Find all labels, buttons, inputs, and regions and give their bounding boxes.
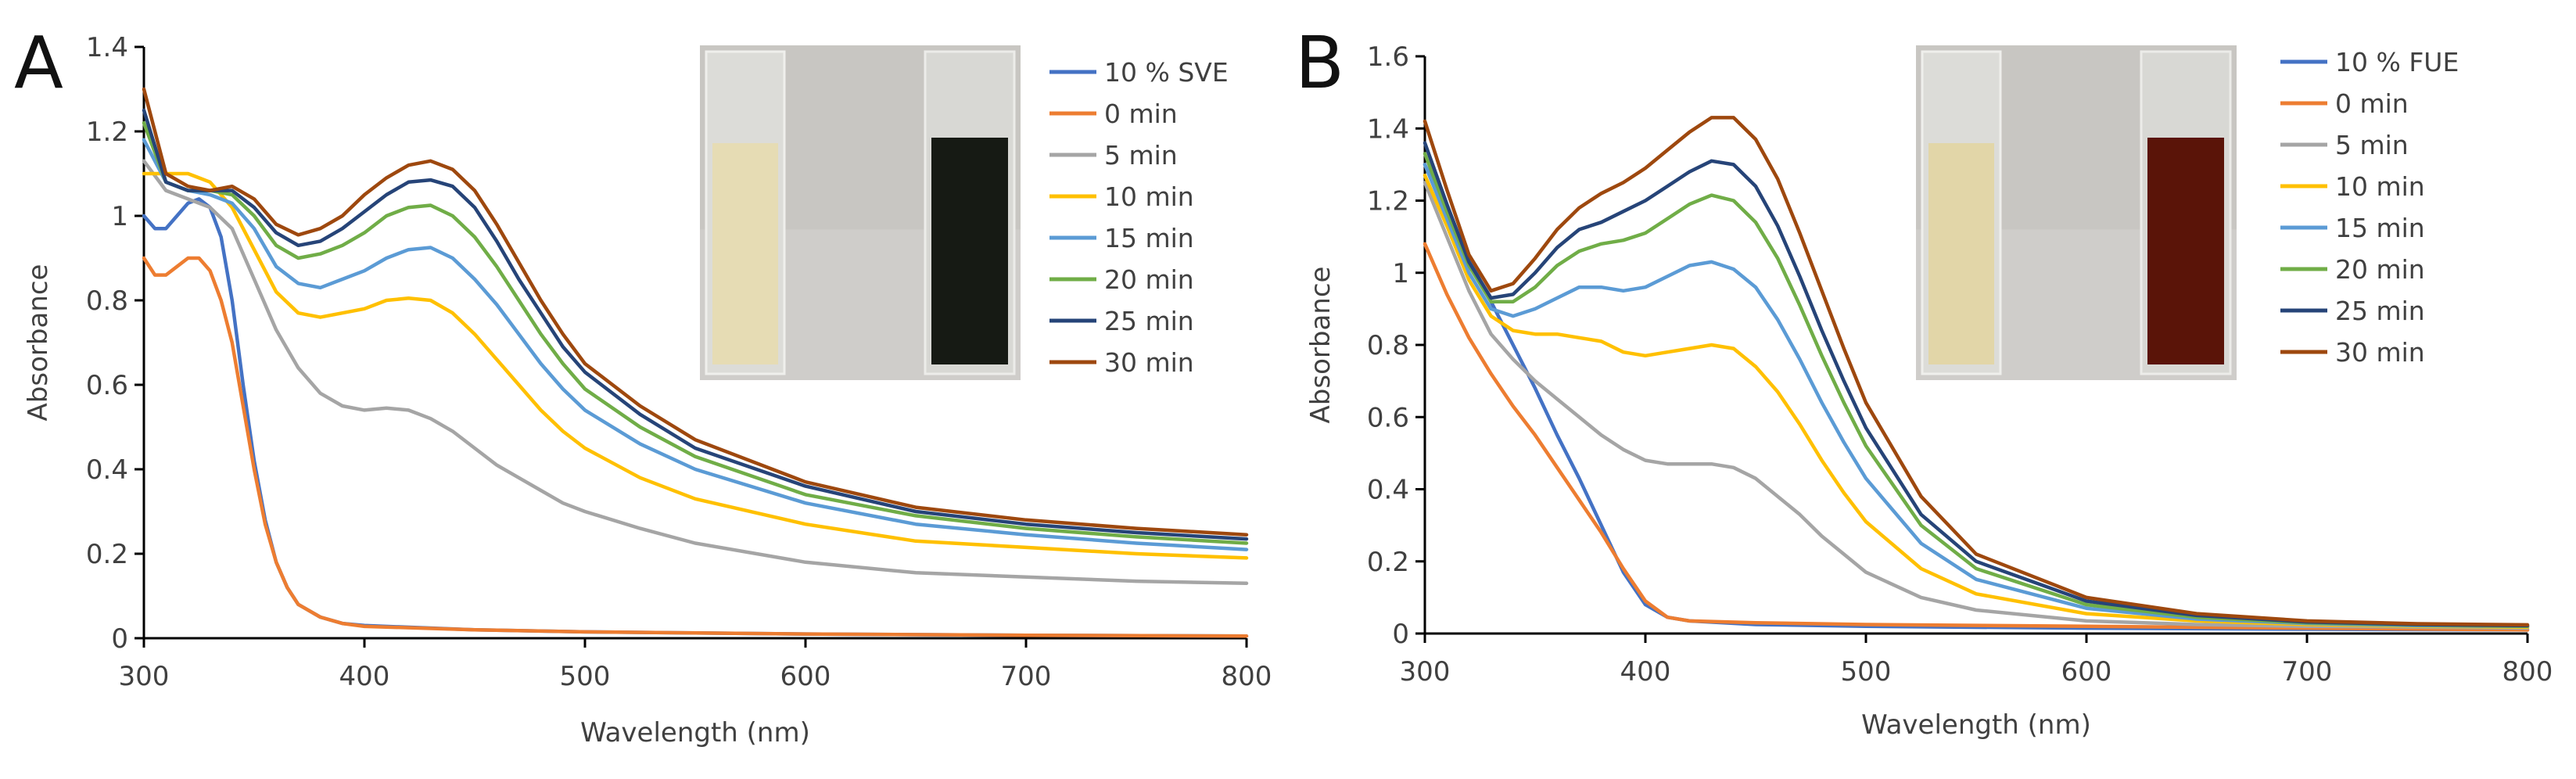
x-ticks: 300 400 500 600 700 800: [119, 638, 1272, 692]
legend-label-4: 15 min: [1104, 223, 1194, 253]
x-tick-label: 400: [339, 661, 390, 692]
series-line-1: [142, 256, 1249, 638]
series-line-4: [1423, 163, 2530, 629]
y-tick-label: 1.4: [86, 32, 128, 63]
legend-label-1: 0 min: [2335, 88, 2409, 119]
legend-label-2: 5 min: [2335, 130, 2409, 160]
series-line-3: [1423, 173, 2530, 629]
legend-label-6: 25 min: [1104, 306, 1194, 336]
legend-label-3: 10 min: [2335, 171, 2425, 202]
series-line-2: [142, 159, 1249, 586]
legend-label-4: 15 min: [2335, 213, 2425, 243]
series-lines: [142, 87, 1249, 638]
series-line-7: [1423, 116, 2530, 627]
legend-label-1: 0 min: [1104, 99, 1178, 129]
y-tick-label: 1.4: [1367, 113, 1409, 145]
series-line-0: [142, 197, 1249, 638]
series-line-5: [142, 120, 1249, 545]
legend-label-0: 10 % FUE: [2335, 47, 2459, 77]
y-tick-label: 1: [1392, 258, 1409, 289]
legend-label-0: 10 % SVE: [1104, 57, 1229, 88]
y-tick-label: 0.8: [86, 285, 128, 317]
inset-liquid-left: [1928, 143, 1994, 364]
y-tick-label: 0: [1392, 619, 1409, 650]
legend-label-5: 20 min: [2335, 254, 2425, 285]
panel-label: B: [1295, 21, 1344, 105]
series-line-1: [1423, 242, 2530, 632]
legend-label-7: 30 min: [1104, 347, 1194, 378]
x-tick-label: 400: [1620, 656, 1671, 687]
x-tick-label: 800: [2502, 656, 2553, 687]
series-line-2: [1423, 181, 2530, 630]
y-ticks: 0 0.2 0.4 0.6 0.8 1 1.2 1.4 1.6: [1367, 41, 1425, 650]
inset-photo: [1916, 45, 2237, 380]
y-tick-label: 0.6: [1367, 402, 1409, 433]
legend: 10 % FUE 0 min 5 min 10 min 15 min 20 min 25 m…: [2280, 47, 2459, 368]
series-line-6: [1423, 141, 2530, 628]
chart-panel-a: A 300 400 500 600 700 800 0 0.2 0.4 0.6 0.8 1 1.2 1.4 W…: [14, 21, 1272, 748]
legend-label-6: 25 min: [2335, 296, 2425, 326]
y-ticks: 0 0.2 0.4 0.6 0.8 1 1.2 1.4: [86, 32, 144, 655]
y-axis-title: Absorbance: [1305, 267, 1336, 424]
series-line-4: [142, 138, 1249, 551]
y-tick-label: 0.4: [86, 454, 128, 486]
y-tick-label: 1: [111, 201, 128, 232]
legend-label-3: 10 min: [1104, 181, 1194, 212]
series-line-3: [142, 171, 1249, 560]
x-axis-title: Wavelength (nm): [1861, 709, 2091, 741]
legend-label-5: 20 min: [1104, 264, 1194, 295]
y-tick-label: 0.2: [1367, 547, 1409, 578]
y-axis-title: Absorbance: [23, 264, 54, 422]
x-tick-label: 700: [2282, 656, 2333, 687]
x-tick-label: 800: [1222, 661, 1272, 692]
series-line-5: [1423, 152, 2530, 629]
inset-liquid-left: [712, 143, 778, 364]
series-lines: [1423, 116, 2530, 632]
y-tick-label: 0.2: [86, 539, 128, 570]
legend-label-2: 5 min: [1104, 140, 1178, 171]
y-tick-label: 0: [111, 623, 128, 655]
x-tick-label: 500: [1841, 656, 1892, 687]
x-tick-label: 300: [1400, 656, 1451, 687]
legend-label-7: 30 min: [2335, 337, 2425, 368]
panel-label: A: [14, 21, 63, 105]
x-tick-label: 600: [780, 661, 831, 692]
x-tick-label: 600: [2061, 656, 2112, 687]
x-axis-title: Wavelength (nm): [580, 717, 810, 748]
y-tick-label: 1.6: [1367, 41, 1409, 73]
inset-liquid-right: [2147, 138, 2224, 364]
x-ticks: 300 400 500 600 700 800: [1400, 634, 2553, 687]
y-tick-label: 0.8: [1367, 330, 1409, 361]
series-line-6: [142, 108, 1249, 541]
chart-panel-b: B 300 400 500 600 700 800 0 0.2 0.4 0.6 0.8 1 1.2 1.4 1…: [1295, 21, 2553, 741]
inset-liquid-right: [931, 138, 1008, 364]
y-tick-label: 0.6: [86, 370, 128, 401]
inset-photo: [700, 45, 1021, 380]
y-tick-label: 1.2: [1367, 186, 1409, 217]
y-tick-label: 0.4: [1367, 475, 1409, 506]
series-line-7: [142, 87, 1249, 537]
x-tick-label: 700: [1001, 661, 1052, 692]
x-tick-label: 500: [560, 661, 611, 692]
x-tick-label: 300: [119, 661, 170, 692]
legend: 10 % SVE 0 min 5 min 10 min 15 min 20 min 25 m…: [1049, 57, 1229, 378]
y-tick-label: 1.2: [86, 117, 128, 148]
